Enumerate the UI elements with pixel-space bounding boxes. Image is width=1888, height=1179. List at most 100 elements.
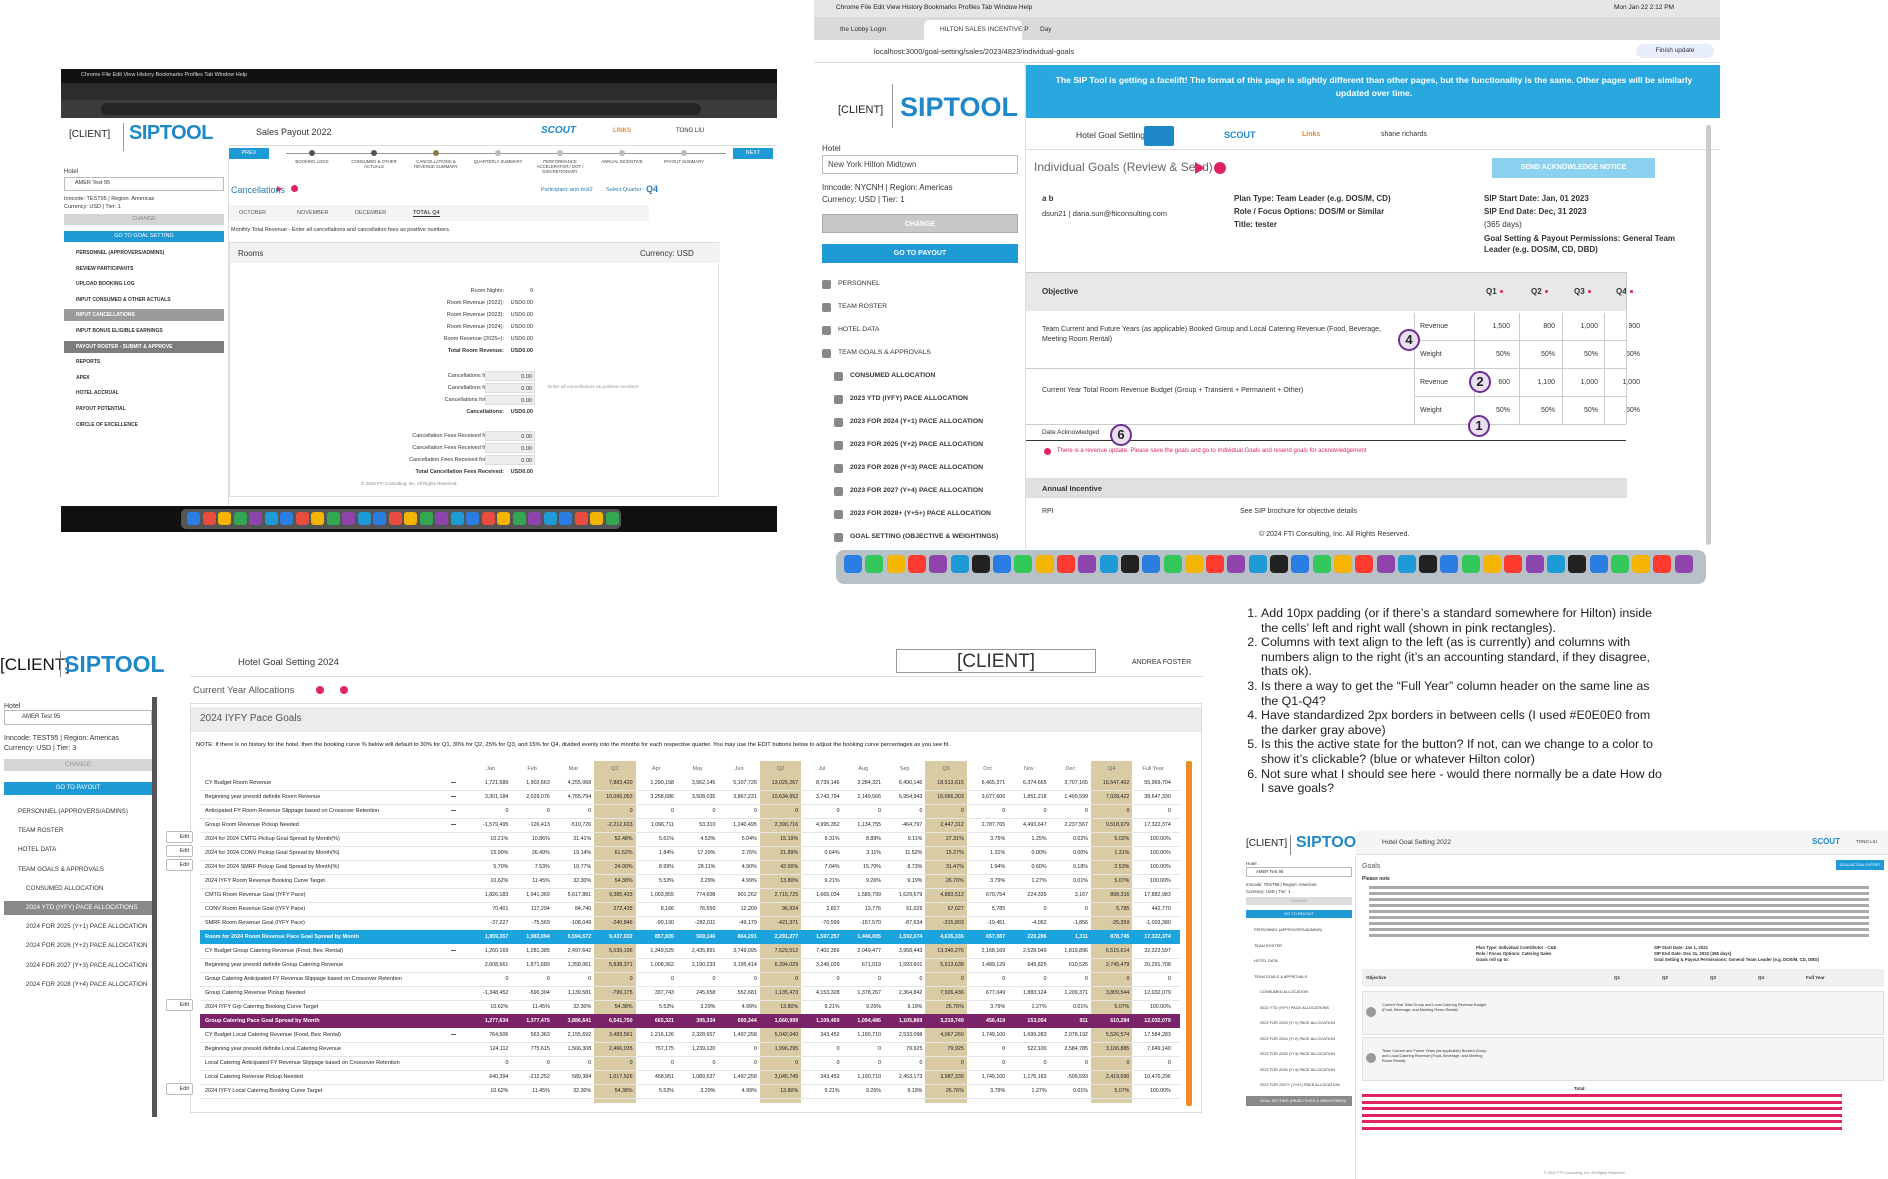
nav-item[interactable]: 2023 FOR 2024 (Y+1) PACE ALLOCATION bbox=[850, 418, 984, 425]
change-button[interactable]: CHANGE bbox=[4, 759, 152, 771]
month-tab[interactable]: OCTOBER bbox=[239, 210, 267, 216]
row-line bbox=[200, 874, 1180, 875]
cell-value: -49,179 bbox=[738, 920, 757, 926]
dock-icon bbox=[1120, 555, 1139, 573]
prev-button[interactable]: PREV bbox=[229, 148, 269, 159]
goto-button[interactable]: GO TO PAYOUT bbox=[822, 244, 1018, 263]
cell-value: 0 bbox=[629, 1060, 633, 1066]
goto-button[interactable]: GO TO PAYOUT bbox=[4, 782, 152, 795]
cell-value: 6,515,614 bbox=[1105, 948, 1130, 954]
browser-tab[interactable]: HILTON SALES INCENTIVE P bbox=[924, 20, 1029, 40]
cell-value: 0 bbox=[919, 1060, 923, 1066]
nav-item[interactable]: PERSONNEL (APPROVERS/ADMINS) bbox=[76, 250, 165, 256]
cell-value: 9.21% bbox=[824, 1088, 840, 1094]
nav-item[interactable]: 2024 FOR 2028 (Y+4) PACE ALLOCATION bbox=[26, 980, 148, 988]
change-button[interactable]: CHANGE bbox=[822, 214, 1018, 233]
edit-button[interactable]: Edit bbox=[166, 1083, 193, 1095]
next-button[interactable]: NEXT bbox=[733, 148, 773, 159]
goal-cell: 800 bbox=[1543, 323, 1555, 330]
row-line bbox=[200, 804, 1180, 805]
hotel-value: New York Hilton Midtown bbox=[828, 160, 917, 169]
nav-item[interactable]: 2023 FOR 2027 (Y+4) PACE ALLOCATION bbox=[850, 487, 984, 494]
nav-item[interactable]: INPUT BONUS ELIGIBLE EARNINGS bbox=[76, 328, 163, 334]
nav-item[interactable]: PERSONNEL (APPROVERS/ADMINS) bbox=[18, 808, 128, 815]
nav-item[interactable]: CIRCLE OF EXCELLENCE bbox=[76, 421, 138, 428]
dock-icon bbox=[342, 512, 355, 525]
nav-item[interactable]: HOTEL ACCRUAL bbox=[76, 390, 119, 397]
hotel-value: AMER Test 95 bbox=[22, 714, 61, 720]
cell-value: 9.19% bbox=[907, 878, 923, 884]
cell-value: 1,017,526 bbox=[609, 1074, 633, 1080]
cell-value: 53,310 bbox=[699, 822, 716, 828]
nav-item[interactable]: GOAL SETTING (OBJECTIVE & WEIGHTINGS) bbox=[850, 533, 999, 540]
row-label: 2024 IYFY Grp Catering Booking Curve Tar… bbox=[205, 1004, 319, 1010]
cell-value: 9.21% bbox=[824, 1004, 840, 1010]
cell-value: 563,363 bbox=[530, 1032, 550, 1038]
nav-item[interactable]: 2023 FOR 2028+ (Y+5+) PACE ALLOCATION bbox=[850, 510, 991, 517]
nav-item[interactable]: CONSUMED ALLOCATION bbox=[850, 372, 936, 379]
send-button[interactable]: SEND ACKNOWLEDGE NOTICE bbox=[1492, 158, 1655, 178]
cell-value: 1,497,258 bbox=[733, 1032, 757, 1038]
dock-icon bbox=[1461, 555, 1480, 573]
nav-item[interactable]: REVIEW PARTICIPANTS bbox=[76, 265, 134, 272]
nav-item[interactable]: PAYOUT ROSTER - SUBMIT & APPROVE bbox=[64, 340, 224, 353]
cell-value: 2,787,765 bbox=[981, 822, 1006, 828]
step-dot bbox=[433, 150, 439, 156]
nav-item[interactable]: CONSUMED ALLOCATION bbox=[26, 884, 104, 892]
nav-item[interactable]: 2024 FOR 2026 (Y+2) PACE ALLOCATION bbox=[26, 942, 148, 950]
nav-item[interactable]: 2023 FOR 2026 (Y+3) PACE ALLOCATION bbox=[850, 464, 984, 471]
nav-item[interactable]: TEAM ROSTER bbox=[18, 827, 64, 835]
cell-border bbox=[1604, 341, 1605, 369]
nav-item[interactable]: INPUT CONSUMED & OTHER ACTUALS bbox=[76, 296, 171, 303]
nav-item[interactable]: PERSONNEL bbox=[838, 280, 880, 287]
cell-value: 775,615 bbox=[530, 1046, 550, 1052]
note-item: Add 10px padding (or if there’s a standa… bbox=[1261, 606, 1663, 635]
cell-value: 677,049 bbox=[986, 990, 1006, 996]
cell-value: 21.89% bbox=[780, 850, 799, 856]
nav-item[interactable]: 2024 FOR 2027 (Y+3) PACE ALLOCATION bbox=[26, 961, 148, 969]
nav-item[interactable]: UPLOAD BOOKING LOG bbox=[76, 281, 135, 288]
nav-item[interactable]: TEAM ROSTER bbox=[838, 303, 888, 310]
nav-item[interactable]: 2023 FOR 2025 (Y+2) PACE ALLOCATION bbox=[850, 441, 984, 448]
edit-button[interactable]: Edit bbox=[166, 859, 193, 871]
cell-value: 1,592,074 bbox=[898, 934, 923, 940]
row-label: 2024 for 2024 SMRF Pickup Goal Spread by… bbox=[205, 864, 340, 870]
edit-button[interactable]: Edit bbox=[166, 831, 193, 843]
nav-item[interactable]: TEAM GOALS & APPROVALS bbox=[18, 865, 104, 873]
browser-tab[interactable]: Day bbox=[1040, 26, 1052, 33]
nav-item[interactable]: INPUT CANCELLATIONS bbox=[64, 309, 224, 322]
update-button[interactable]: Finish update bbox=[1636, 44, 1714, 58]
cell-value: 18,513,615 bbox=[937, 780, 964, 786]
edit-button[interactable]: Edit bbox=[166, 999, 193, 1011]
nav-item[interactable]: 2023 YTD (IYFY) PACE ALLOCATION bbox=[850, 395, 968, 402]
cell-value: 2,435,891 bbox=[691, 948, 716, 954]
cell-value: 0 bbox=[505, 1060, 509, 1066]
month-tab[interactable]: NOVEMBER bbox=[297, 210, 329, 216]
browser-tab[interactable]: the Lobby Login bbox=[840, 26, 887, 33]
nav-item[interactable]: APEX bbox=[76, 374, 90, 381]
cell-border bbox=[1474, 313, 1475, 341]
nav-item[interactable]: PAYOUT POTENTIAL bbox=[76, 406, 126, 412]
edit-button[interactable]: Edit bbox=[166, 845, 193, 857]
nav-item[interactable]: TEAM GOALS & APPROVALS bbox=[838, 349, 931, 356]
nav-item[interactable]: HOTEL DATA bbox=[838, 326, 880, 333]
month-tab[interactable]: DECEMBER bbox=[355, 210, 387, 216]
error-line bbox=[1362, 1113, 1842, 1117]
nav-item[interactable]: 2024 YTD (IYFY) PACE ALLOCATIONS bbox=[4, 901, 152, 915]
goto-button[interactable]: GO TO GOAL SETTING bbox=[64, 231, 224, 242]
note-item: Have standardized 2px borders in between… bbox=[1261, 708, 1663, 737]
nav-item[interactable]: 2024 FOR 2025 (Y+1) PACE ALLOCATION bbox=[26, 923, 148, 931]
nav-item[interactable]: REPORTS bbox=[76, 359, 101, 366]
step-dot bbox=[557, 150, 563, 156]
cell-value: 1,109,469 bbox=[816, 1018, 840, 1024]
dock-icon bbox=[1291, 555, 1310, 573]
nav-item[interactable]: HOTEL DATA bbox=[18, 846, 57, 854]
row-label: 2024 for 2024 CMTG Pickup Goal Spread by… bbox=[205, 836, 340, 842]
cell-value: 7,028,422 bbox=[1105, 794, 1130, 800]
highlight-row bbox=[200, 1014, 1180, 1028]
nav-icon bbox=[822, 280, 831, 289]
row-label: Group Catering Revenue Pickup Needed bbox=[205, 990, 305, 996]
month-tab[interactable]: TOTAL Q4 bbox=[413, 210, 440, 217]
change-button[interactable]: CHANGE bbox=[64, 214, 224, 225]
cell-value: 0 bbox=[546, 976, 550, 982]
